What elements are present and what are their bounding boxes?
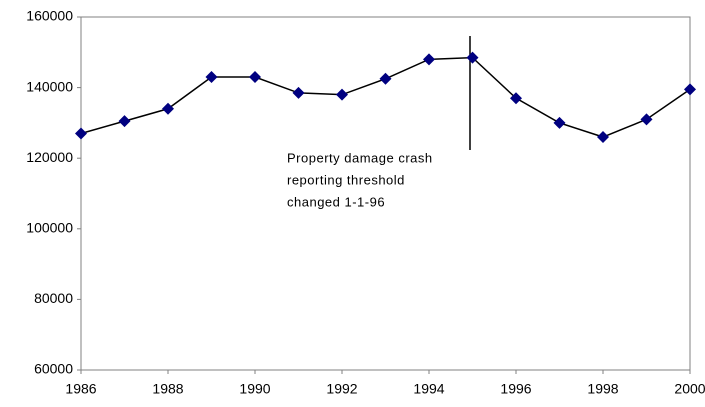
marker	[205, 71, 218, 84]
y-tick-label: 120000	[26, 149, 73, 165]
x-tick-label: 1986	[65, 381, 96, 397]
marker	[379, 72, 392, 85]
marker	[553, 116, 566, 129]
marker	[510, 92, 522, 105]
marker	[466, 51, 479, 64]
x-tick-label: 1998	[587, 381, 618, 397]
x-tick-label: 1994	[413, 381, 444, 397]
annotation: reporting threshold	[287, 172, 405, 187]
y-tick-label: 140000	[26, 78, 73, 94]
annotation: changed 1-1-96	[287, 194, 385, 209]
marker	[684, 83, 696, 96]
marker	[597, 131, 609, 144]
y-tick-label: 60000	[34, 361, 73, 377]
x-tick-label: 1990	[239, 381, 270, 397]
marker	[75, 127, 87, 140]
y-tick-label: 160000	[26, 8, 73, 24]
marker	[162, 102, 174, 115]
marker	[118, 115, 131, 128]
marker	[640, 113, 653, 126]
marker	[292, 86, 305, 99]
marker	[336, 88, 348, 101]
x-tick-label: 1988	[152, 381, 183, 397]
annotation: Property damage crash	[287, 150, 433, 165]
y-tick-label: 100000	[26, 220, 73, 236]
x-tick-label: 1996	[500, 381, 531, 397]
x-tick-label: 2000	[674, 381, 705, 397]
y-tick-label: 80000	[34, 290, 73, 306]
x-tick-label: 1992	[326, 381, 357, 397]
marker	[249, 71, 261, 84]
plot-area	[80, 16, 691, 371]
marker	[423, 53, 435, 66]
line	[80, 56, 691, 138]
